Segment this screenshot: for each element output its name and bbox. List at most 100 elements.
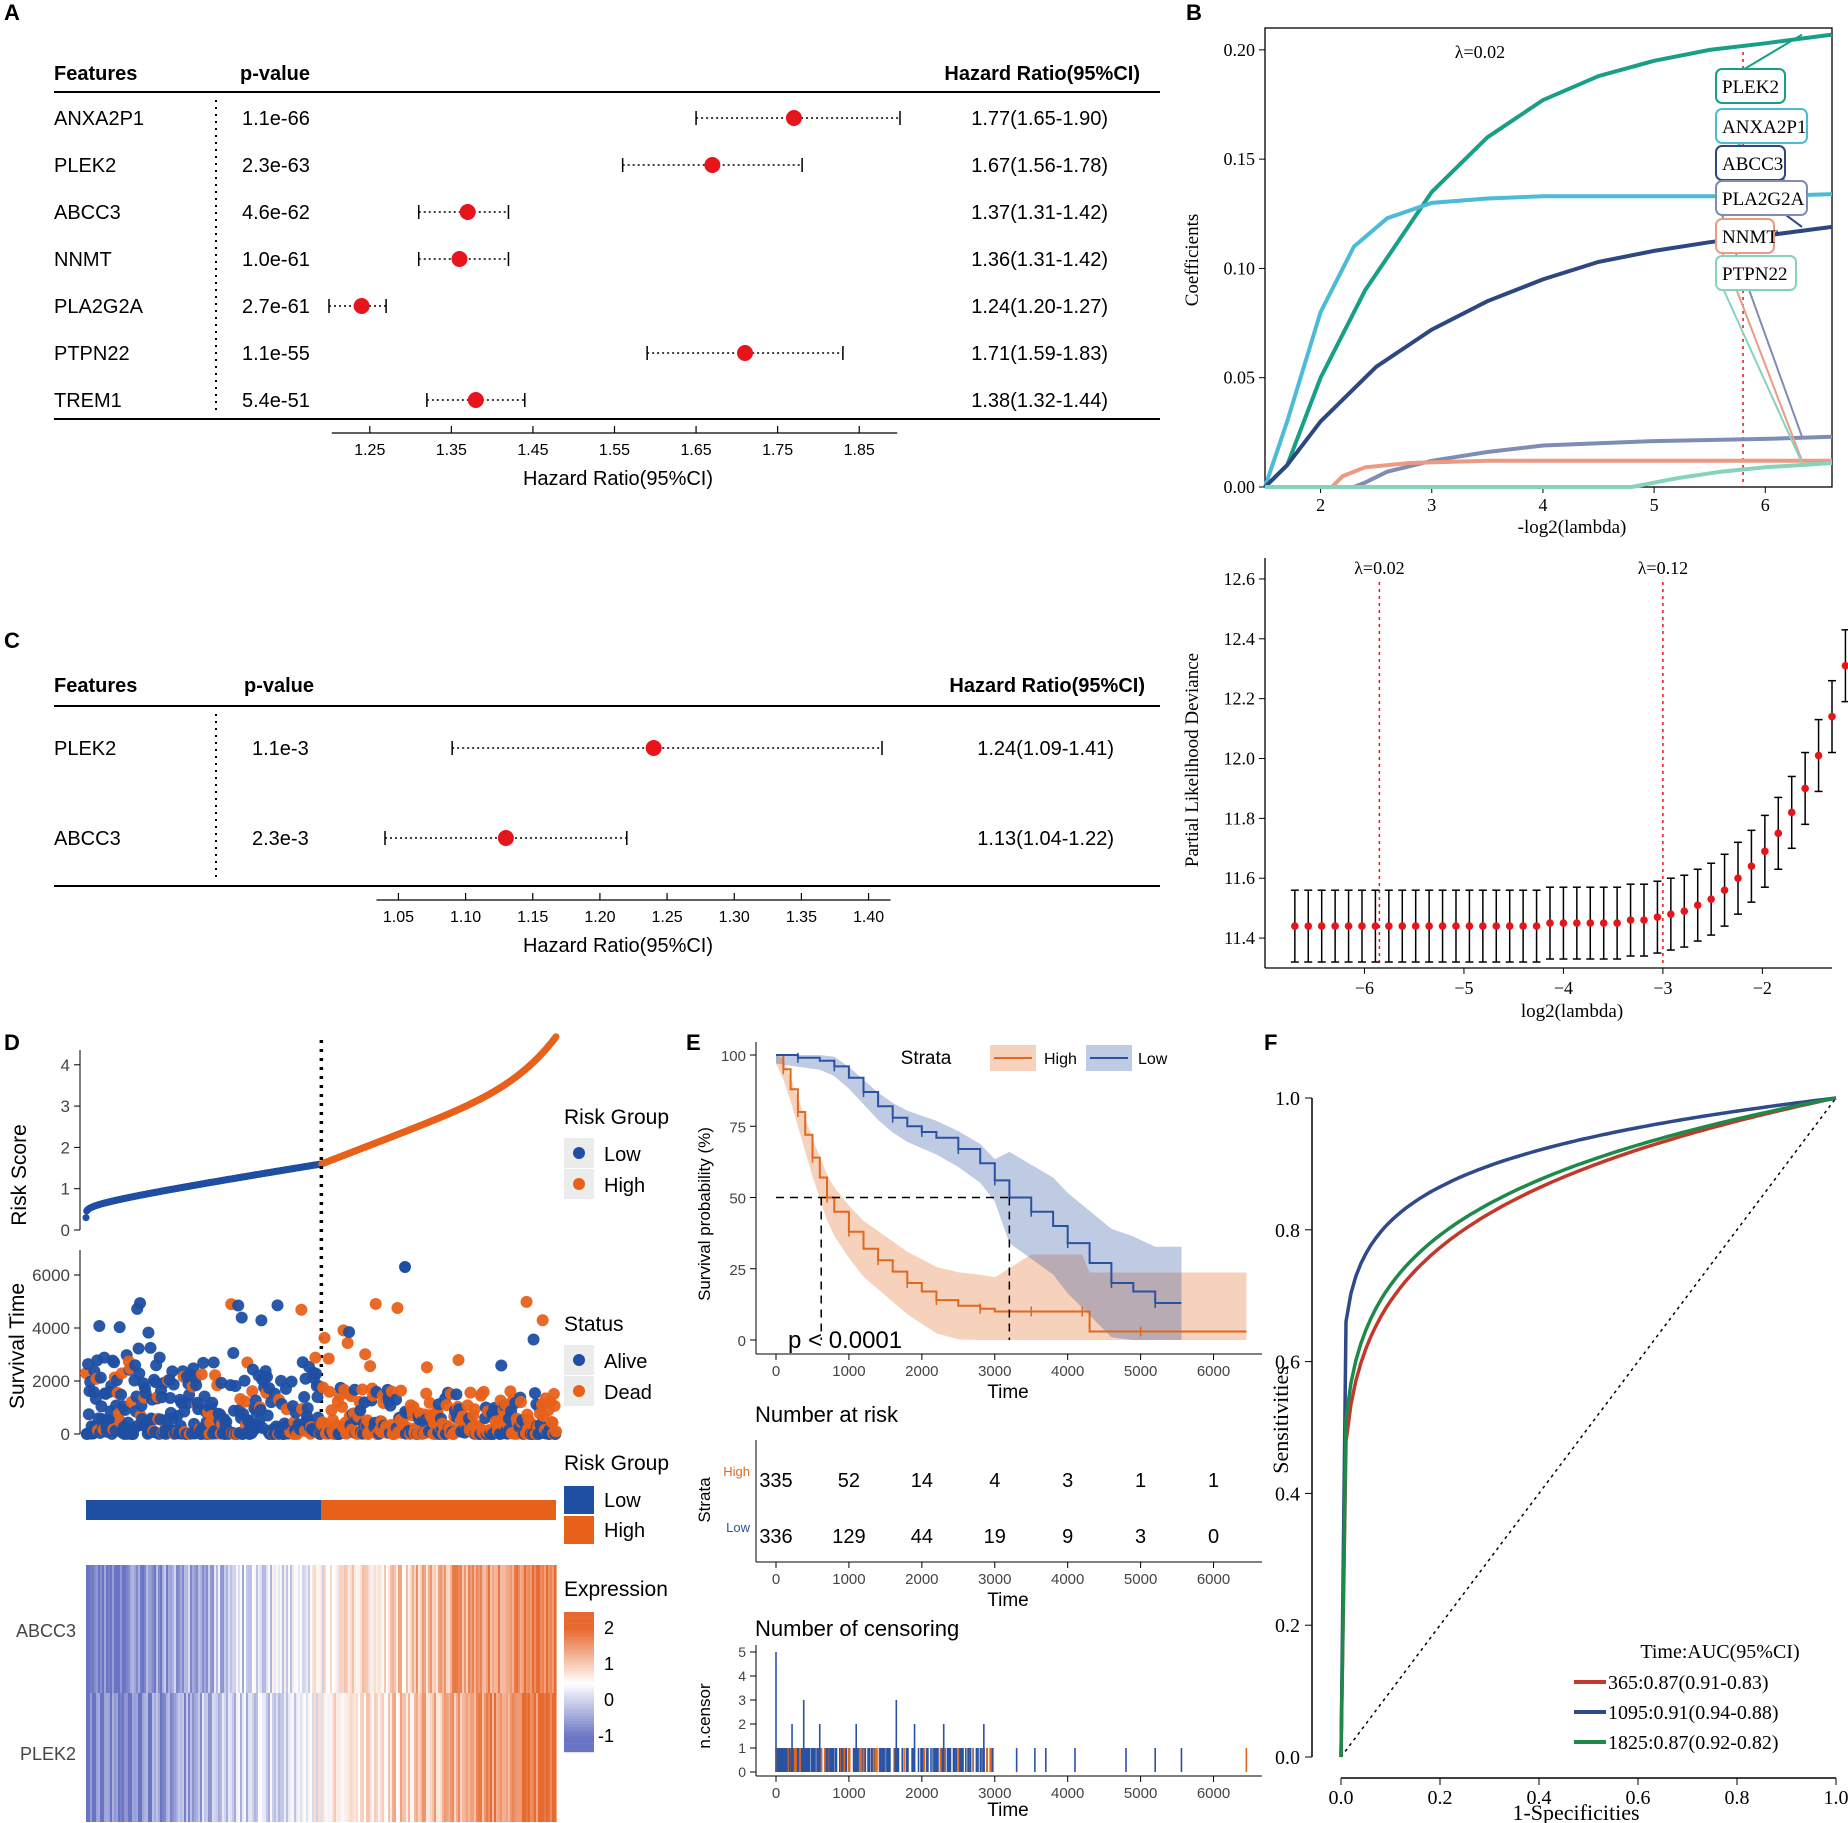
- x-tick-label: 1.0: [1824, 1787, 1848, 1809]
- heatmap-cell: [370, 1565, 373, 1693]
- e-risk-xlabel: Time: [987, 1590, 1029, 1611]
- heatmap-cell: [196, 1693, 199, 1822]
- survival-point: [452, 1354, 465, 1367]
- heatmap-cell: [96, 1693, 99, 1822]
- heatmap-cell: [364, 1565, 367, 1693]
- heatmap-cell: [482, 1565, 485, 1693]
- deviance-point: [1828, 712, 1836, 721]
- b2-ylabel: Partial Likelihood Deviance: [1182, 653, 1203, 867]
- heatmap-cell: [272, 1565, 275, 1693]
- heatmap-cell: [280, 1693, 283, 1822]
- heatmap-cell: [320, 1693, 323, 1822]
- heatmap-cell: [472, 1565, 475, 1693]
- heatmap-cell: [488, 1693, 491, 1822]
- heatmap-cell: [424, 1565, 427, 1693]
- heatmap-cell: [274, 1565, 277, 1693]
- heatmap-cell: [362, 1565, 365, 1693]
- heatmap-cell: [146, 1565, 149, 1693]
- heatmap-cell: [412, 1565, 415, 1693]
- feature-label: ANXA2P1: [54, 108, 144, 130]
- heatmap-cell: [144, 1565, 147, 1693]
- heatmap-cell: [468, 1693, 471, 1822]
- heatmap-cell: [182, 1565, 185, 1693]
- x-tick-label: 1.40: [853, 909, 884, 926]
- heatmap-cell: [450, 1693, 453, 1822]
- legend-key: [573, 1354, 585, 1366]
- heatmap-cell: [296, 1693, 299, 1822]
- heatmap-cell: [282, 1693, 285, 1822]
- deviance-point: [1371, 922, 1380, 930]
- heatmap-cell: [112, 1693, 115, 1822]
- c-xlabel: Hazard Ratio(95%CI): [523, 935, 713, 957]
- hr-point: [645, 740, 662, 756]
- heatmap-cell: [264, 1693, 267, 1822]
- expr-colorbar-cell: [564, 1718, 594, 1722]
- lambda-label: λ=0.02: [1354, 558, 1404, 578]
- heatmap-cell: [192, 1693, 195, 1822]
- pvalue-label: 1.1e-3: [252, 738, 309, 760]
- label-leader: [1715, 272, 1803, 464]
- heatmap-cell: [414, 1565, 417, 1693]
- heatmap-cell: [100, 1693, 103, 1822]
- heatmap-cell: [164, 1565, 167, 1693]
- expr-colorbar-cell: [564, 1707, 594, 1711]
- b-xlabel: -log2(lambda): [1518, 517, 1627, 538]
- heatmap-cell: [446, 1565, 449, 1693]
- deviance-point: [1438, 922, 1447, 930]
- heatmap-cell: [232, 1693, 235, 1822]
- survival-point: [309, 1351, 322, 1364]
- heatmap-cell: [542, 1565, 545, 1693]
- roc-curve: [1339, 1096, 1837, 1758]
- heatmap-cell: [314, 1693, 317, 1822]
- hr-point: [704, 157, 721, 173]
- survival-point: [440, 1399, 453, 1412]
- heatmap-cell: [504, 1693, 507, 1822]
- expr-colorbar-cell: [564, 1648, 594, 1652]
- heatmap-cell: [148, 1565, 151, 1693]
- heatmap-cell: [458, 1693, 461, 1822]
- y-tick-label: 0: [61, 1221, 70, 1240]
- heatmap-cell: [472, 1693, 475, 1822]
- heatmap-cell: [544, 1565, 547, 1693]
- x-tick-label: 1000: [832, 1571, 865, 1588]
- heatmap-cell: [382, 1693, 385, 1822]
- heatmap-cell: [490, 1565, 493, 1693]
- survival-point: [271, 1299, 284, 1312]
- heatmap-cell: [526, 1693, 529, 1822]
- survival-point: [420, 1387, 433, 1400]
- heatmap-cell: [350, 1693, 353, 1822]
- heatmap-cell: [86, 1693, 89, 1822]
- heatmap-cell: [424, 1693, 427, 1822]
- x-tick-label: 1000: [832, 1785, 865, 1802]
- heatmap-cell: [346, 1565, 349, 1693]
- expr-colorbar-cell: [564, 1673, 594, 1677]
- heatmap-cell: [322, 1565, 325, 1693]
- y-tick-label: 0.0: [1275, 1747, 1300, 1769]
- heatmap-cell: [330, 1565, 333, 1693]
- heatmap-cell: [134, 1693, 137, 1822]
- heatmap-cell: [374, 1565, 377, 1693]
- heatmap-cell: [422, 1693, 425, 1822]
- survival-point: [369, 1297, 382, 1310]
- heatmap-cell: [440, 1565, 443, 1693]
- heatmap-cell: [488, 1565, 491, 1693]
- survival-point: [260, 1370, 273, 1383]
- survival-point: [514, 1396, 527, 1409]
- y-tick-label: 1: [61, 1180, 70, 1199]
- heatmap-cell: [402, 1565, 405, 1693]
- pvalue-label: 2.3e-3: [252, 828, 309, 850]
- label-box: [1715, 180, 1808, 216]
- feature-label: TREM1: [54, 390, 122, 412]
- coef-line: [1265, 434, 1833, 489]
- heatmap-cell: [308, 1565, 311, 1693]
- heatmap-cell: [116, 1565, 119, 1693]
- heatmap-cell: [540, 1693, 543, 1822]
- deviance-point: [1586, 919, 1595, 927]
- heatmap-cell: [158, 1565, 161, 1693]
- hr-label: 1.71(1.59-1.83): [971, 343, 1108, 365]
- expr-colorbar-cell: [564, 1623, 594, 1627]
- heatmap-cell: [422, 1565, 425, 1693]
- expr-colorbar-cell: [564, 1749, 594, 1753]
- heatmap-cell: [388, 1565, 391, 1693]
- d-legend-risk2-high: High: [604, 1520, 645, 1542]
